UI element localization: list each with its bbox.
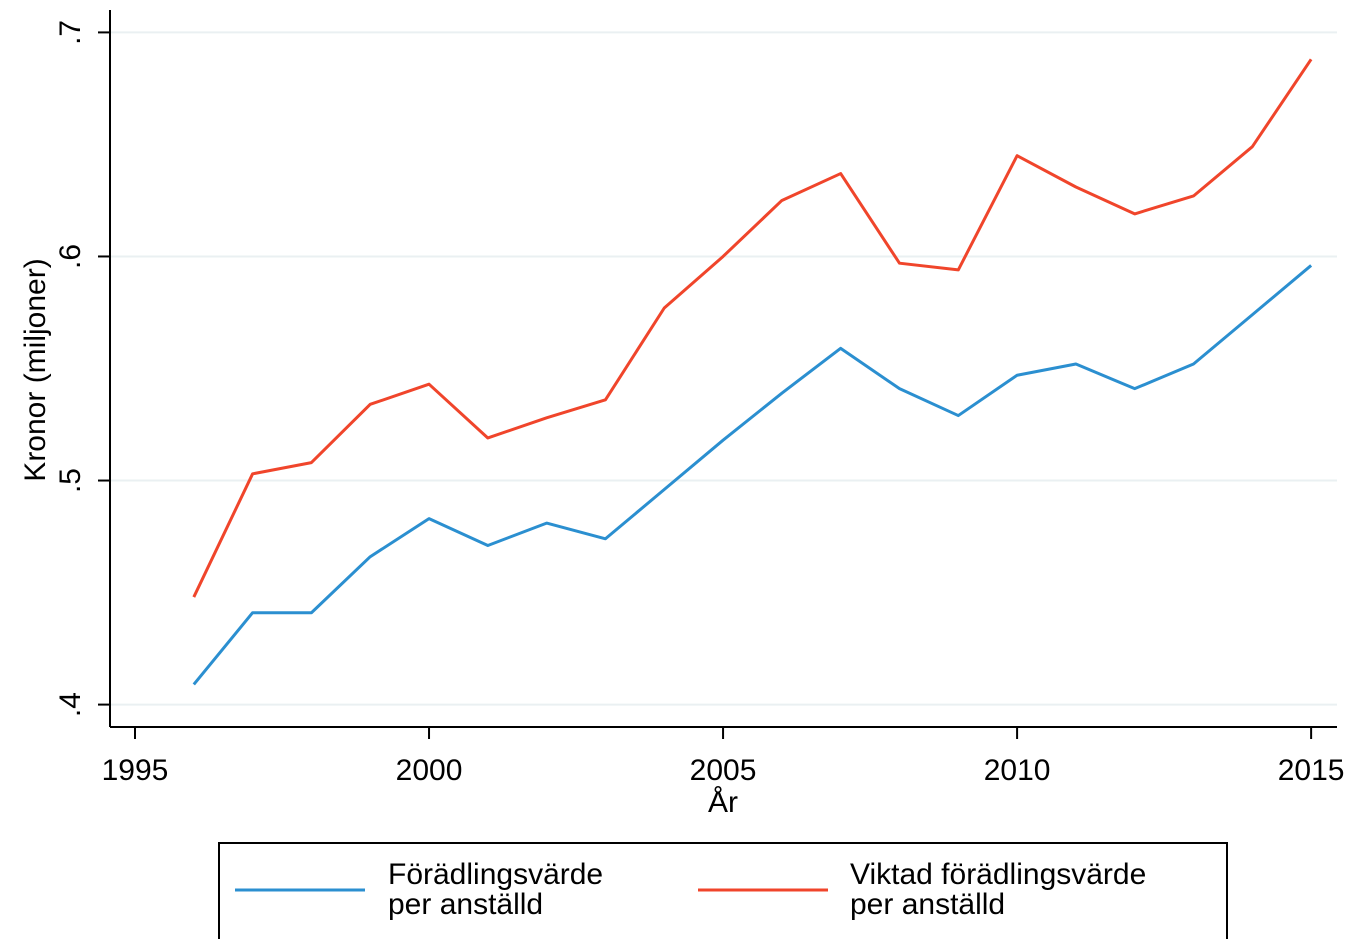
x-tick-label: 2005 (690, 754, 757, 787)
y-tick-label: .5 (54, 468, 87, 493)
y-tick-label: .4 (54, 692, 87, 717)
series-line (192, 58, 1313, 598)
x-tick-label: 2015 (1278, 754, 1345, 787)
x-tick-label: 2010 (984, 754, 1051, 787)
y-tick-label: .6 (54, 244, 87, 269)
x-tick-label: 2000 (396, 754, 463, 787)
x-tick-label: 1995 (102, 754, 169, 787)
series-line (192, 264, 1313, 686)
legend-label: Viktad förädlingsvärde per anställd (850, 858, 1147, 921)
y-tick-label: .7 (54, 20, 87, 45)
legend-label: Förädlingsvärde per anställd (388, 858, 604, 921)
y-axis-title: Kronor (miljoner) (19, 258, 52, 481)
x-axis-title: År (708, 786, 738, 819)
